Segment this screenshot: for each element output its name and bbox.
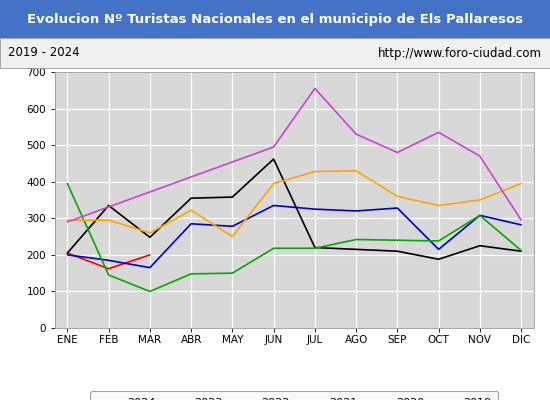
Text: 2019 - 2024: 2019 - 2024 <box>8 46 80 60</box>
Legend: 2024, 2023, 2022, 2021, 2020, 2019: 2024, 2023, 2022, 2021, 2020, 2019 <box>91 391 498 400</box>
Text: http://www.foro-ciudad.com: http://www.foro-ciudad.com <box>378 46 542 60</box>
Text: Evolucion Nº Turistas Nacionales en el municipio de Els Pallaresos: Evolucion Nº Turistas Nacionales en el m… <box>27 12 523 26</box>
